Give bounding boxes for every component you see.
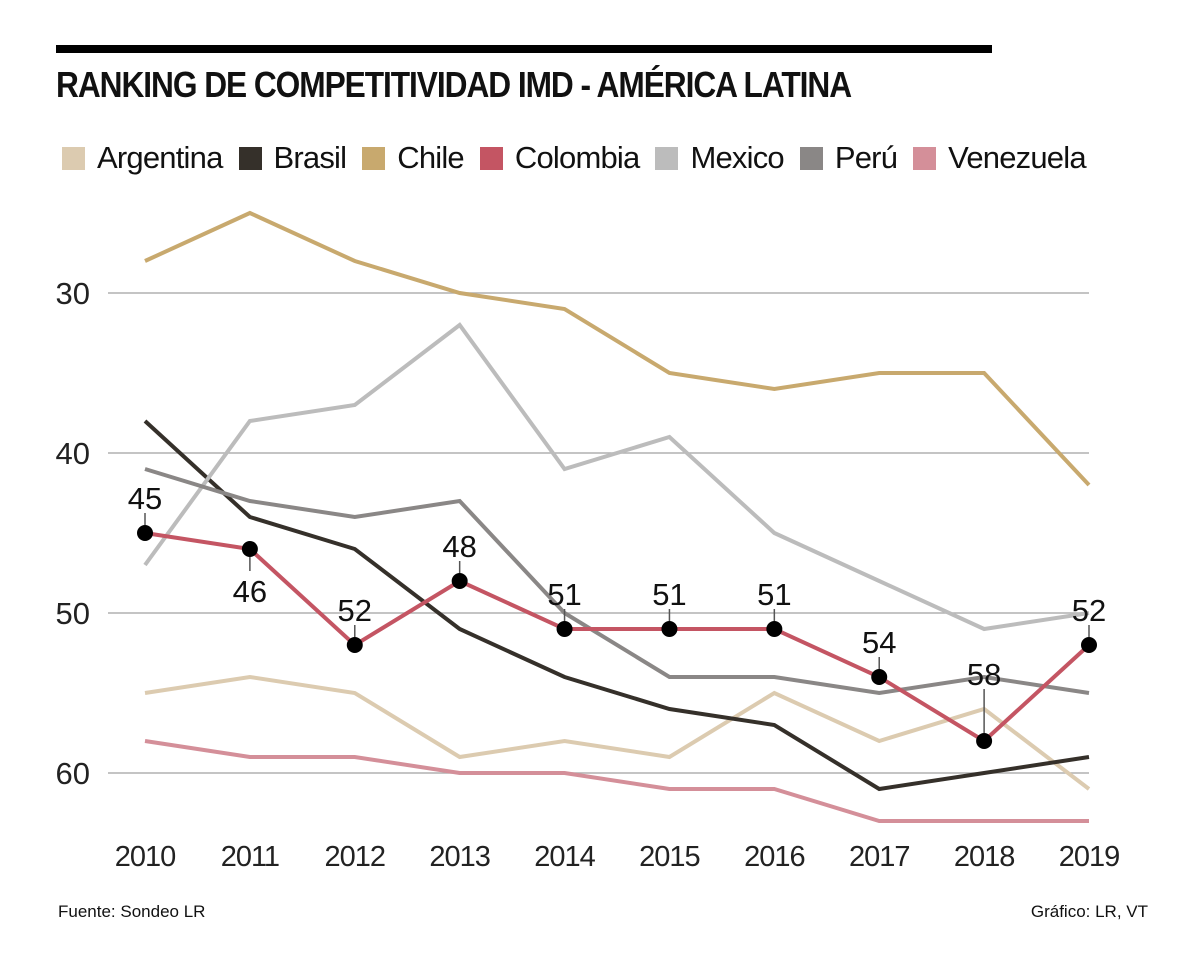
legend-label: Argentina (97, 140, 223, 175)
data-label: 48 (442, 529, 476, 564)
data-label: 46 (233, 574, 267, 609)
x-tick-label: 2014 (534, 841, 595, 873)
legend-item-colombia: Colombia (479, 140, 640, 176)
series-line-per (144, 467, 1090, 696)
legend-swatch (479, 146, 503, 170)
data-point-marker (451, 573, 468, 589)
legend-swatch (62, 146, 85, 170)
legend-item-chile: Chile (362, 140, 465, 176)
data-label: 52 (1072, 593, 1106, 628)
title-rule (56, 45, 992, 53)
legend-swatch (238, 146, 262, 170)
data-label: 45 (128, 481, 162, 516)
legend: Argentina Brasil Chile Colombia Mexico Perú Ve… (62, 140, 1102, 176)
data-label: 51 (547, 577, 581, 612)
x-tick-label: 2018 (954, 841, 1015, 873)
series-line-brasil (143, 419, 1090, 792)
y-tick-label: 40 (56, 436, 90, 471)
data-point-marker (661, 621, 678, 637)
data-point-marker (1081, 637, 1097, 653)
data-point-marker (766, 621, 783, 637)
data-point-marker (241, 541, 258, 557)
y-tick-label: 60 (56, 756, 90, 791)
series-line-venezuela (144, 739, 1089, 823)
legend-label: Colombia (514, 140, 640, 175)
legend-label: Brasil (273, 140, 348, 175)
x-tick-label: 2017 (849, 841, 910, 873)
legend-swatch (799, 146, 823, 170)
legend-label: Perú (834, 140, 898, 175)
data-point-marker (556, 621, 573, 637)
data-label: 51 (757, 577, 791, 612)
x-tick-label: 2015 (639, 841, 700, 873)
legend-swatch (362, 146, 386, 170)
legend-item-brasil: Brasil (238, 140, 348, 176)
legend-swatch (913, 146, 937, 170)
data-label: 54 (862, 625, 896, 660)
y-tick-label: 30 (56, 276, 90, 311)
legend-label: Chile (397, 140, 464, 175)
series-line-chile (144, 210, 1091, 487)
y-tick-label: 50 (56, 596, 90, 631)
x-tick-label: 2012 (325, 841, 386, 873)
data-point-marker (346, 637, 363, 653)
x-tick-label: 2019 (1059, 841, 1120, 873)
legend-item-mexico: Mexico (655, 140, 785, 176)
series-line-colombia (144, 531, 1091, 744)
source-note: Fuente: Sondeo LR (58, 902, 206, 921)
data-point-marker (976, 733, 993, 749)
chart-title: RANKING DE COMPETITIVIDAD IMD - AMÉRICA … (56, 64, 852, 105)
x-tick-label: 2016 (744, 841, 805, 873)
data-label: 51 (652, 577, 686, 612)
x-tick-label: 2011 (221, 841, 279, 873)
legend-item-argentina: Argentina (62, 140, 223, 176)
x-tick-label: 2013 (429, 841, 490, 873)
series-line-argentina (144, 674, 1091, 791)
data-point-marker (871, 669, 888, 685)
series-line-mexico (143, 322, 1090, 632)
legend-item-per: Perú (799, 140, 898, 176)
x-tick-label: 2010 (115, 841, 176, 873)
legend-item-venezuela: Venezuela (913, 140, 1087, 176)
data-point-marker (137, 525, 153, 541)
data-label: 52 (338, 593, 372, 628)
legend-swatch (655, 146, 679, 170)
legend-label: Venezuela (948, 140, 1086, 175)
legend-label: Mexico (690, 140, 784, 175)
credit-note: Gráfico: LR, VT (1030, 902, 1148, 921)
data-label: 58 (967, 657, 1001, 692)
